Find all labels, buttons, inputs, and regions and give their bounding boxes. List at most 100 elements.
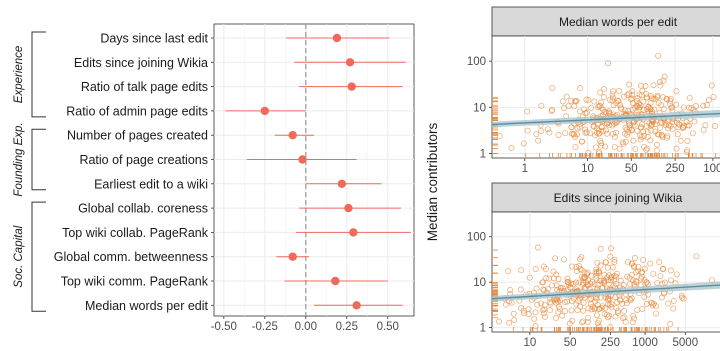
data-point (540, 286, 547, 293)
data-point (632, 146, 639, 153)
data-point (544, 126, 551, 133)
data-point (511, 317, 518, 323)
x-tick-label: 0.25 (336, 321, 358, 333)
panel-header (491, 6, 720, 37)
data-point (614, 299, 621, 306)
data-point (609, 130, 616, 137)
data-point (604, 264, 611, 271)
data-point (607, 277, 614, 284)
data-point (657, 273, 664, 280)
data-point (579, 319, 585, 326)
data-point (640, 128, 647, 135)
data-point (602, 304, 609, 311)
data-point (588, 306, 595, 313)
group-bracket (31, 201, 46, 312)
data-point (680, 104, 687, 111)
data-point (560, 256, 567, 263)
data-point (675, 120, 682, 127)
x-tick-label: 100 (703, 163, 720, 175)
data-point (669, 126, 676, 133)
data-point (629, 106, 636, 113)
data-point (533, 131, 540, 138)
data-point (594, 125, 600, 132)
estimate-point (288, 252, 297, 261)
data-point (572, 144, 579, 151)
row-label: Edits since joining Wikia (74, 56, 208, 70)
data-point (556, 306, 563, 313)
data-point (539, 307, 546, 314)
data-point (628, 295, 635, 302)
data-point (597, 89, 604, 96)
data-point (546, 307, 553, 314)
data-point (518, 267, 525, 274)
data-point (635, 100, 642, 107)
data-point (626, 81, 633, 88)
data-point (510, 310, 517, 317)
data-point (567, 284, 574, 291)
data-point (526, 274, 533, 281)
data-point (647, 127, 654, 134)
row-label: Top wiki comm. PageRank (61, 275, 209, 289)
data-point (647, 299, 654, 306)
row-label: Days since last edit (100, 32, 208, 46)
data-point (535, 137, 542, 144)
group-label: Soc. Capital (13, 225, 25, 287)
data-point (591, 98, 598, 105)
estimate-point (332, 33, 342, 43)
data-point (611, 143, 618, 150)
data-point (631, 121, 638, 128)
data-point (611, 273, 618, 280)
data-point (533, 285, 540, 292)
data-point (553, 271, 560, 278)
data-point (521, 310, 528, 317)
data-point (556, 303, 563, 310)
data-point (619, 139, 626, 146)
data-point (561, 308, 568, 315)
data-point (669, 119, 675, 126)
data-point (595, 130, 602, 137)
data-point (568, 307, 575, 314)
data-point (648, 121, 655, 128)
data-point (584, 109, 590, 116)
x-tick-label: -0.50 (211, 321, 237, 333)
row-label: Ratio of page creations (79, 153, 208, 167)
x-tick-label: 1000 (632, 337, 658, 349)
data-point (532, 266, 539, 272)
data-point (630, 312, 637, 319)
data-point (573, 301, 580, 308)
x-tick-label: 1 (522, 163, 528, 175)
data-point (638, 82, 644, 89)
data-point (595, 103, 601, 110)
data-point (602, 259, 609, 266)
data-point (592, 144, 599, 151)
data-point (578, 267, 585, 274)
data-point (608, 245, 615, 252)
data-point (613, 99, 619, 106)
data-point (641, 265, 648, 272)
data-point (667, 267, 674, 274)
data-point (541, 313, 548, 320)
data-point (597, 138, 604, 144)
data-point (594, 259, 601, 266)
data-point (624, 92, 631, 98)
data-point (667, 277, 674, 284)
data-point (618, 105, 625, 112)
estimate-point (337, 179, 347, 188)
data-point (611, 133, 618, 140)
data-point (549, 84, 556, 91)
data-point (684, 138, 691, 144)
data-point (600, 94, 607, 101)
data-point (604, 311, 610, 318)
data-point (655, 131, 662, 138)
data-point (652, 303, 659, 310)
x-tick-label: 10 (523, 337, 536, 349)
data-point (617, 277, 624, 284)
data-point (532, 309, 539, 316)
data-point (673, 87, 680, 94)
data-point (652, 96, 659, 102)
data-point (507, 287, 514, 293)
data-point (681, 122, 688, 129)
data-point (609, 91, 616, 98)
data-point (653, 310, 659, 317)
data-point (663, 96, 670, 103)
